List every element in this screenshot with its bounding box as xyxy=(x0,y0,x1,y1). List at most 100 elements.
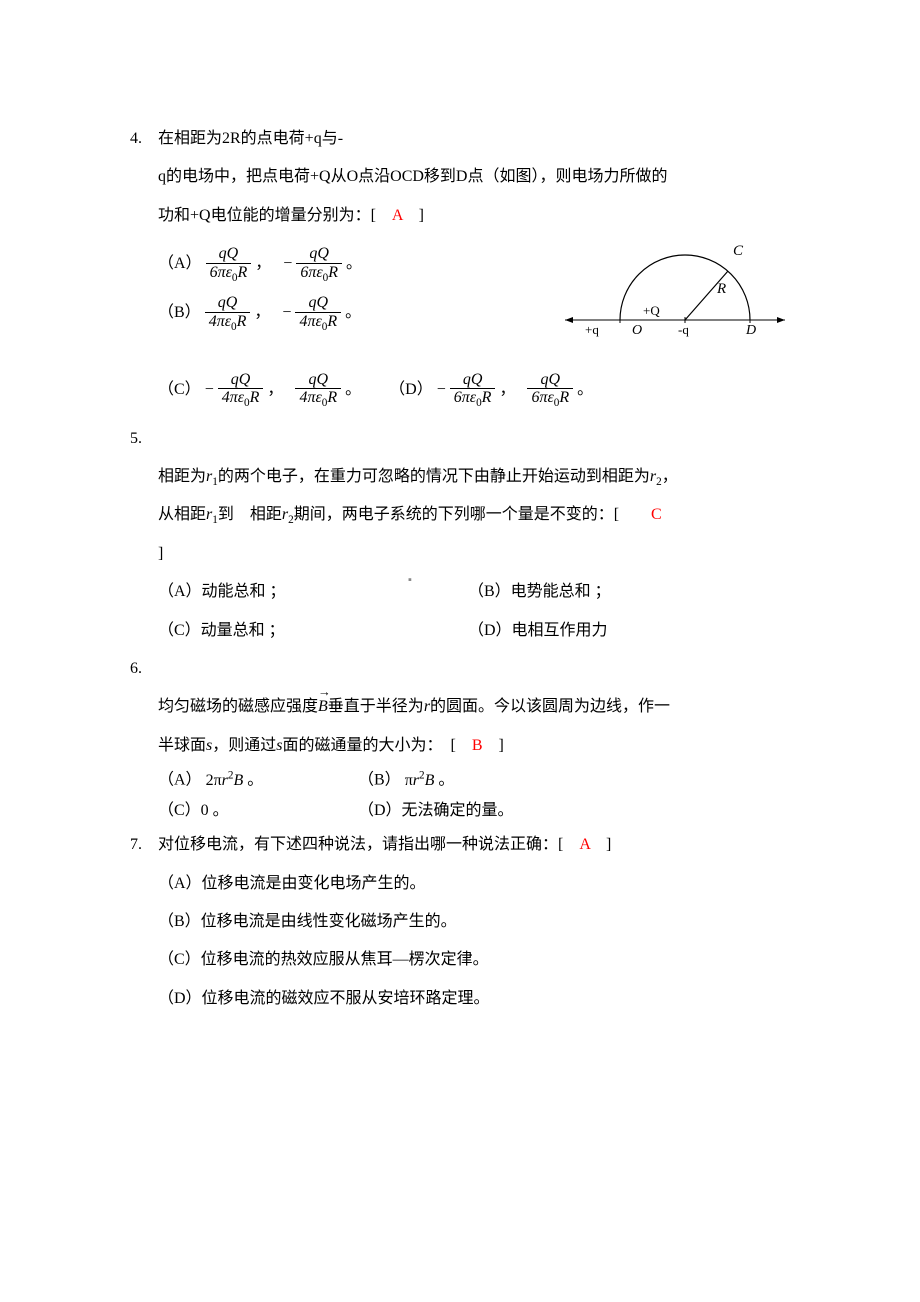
t: 相距为 xyxy=(158,468,206,485)
question-7: 7. 对位移电流，有下述四种说法，请指出哪一种说法正确：[ A ] xyxy=(130,826,790,864)
comma: ， xyxy=(499,381,515,398)
comma: ， xyxy=(255,255,271,272)
q4-diagram-svg: C R +Q +q O -q D xyxy=(560,235,790,345)
q4-optA-label: （A） xyxy=(158,255,202,272)
frac-den: 6πε xyxy=(210,264,232,281)
neg: − xyxy=(283,255,292,272)
q5-opts-row1: （A）动能总和 ； （B）电势能总和 ； ▪ xyxy=(158,573,790,611)
q5-optB: （B）电势能总和 ； xyxy=(468,573,611,611)
f: B xyxy=(233,772,243,789)
diagram-label-minusq: -q xyxy=(678,322,689,337)
q5-body: 相距为r1的两个电子，在重力可忽略的情况下由静止开始运动到相距为r2， 从相距r… xyxy=(130,458,790,650)
period: 。 xyxy=(247,772,263,789)
q4-line2a: q的电场中，把点电荷+Q从O点沿OCD移到D点（如图），则电场力所做的 xyxy=(158,168,667,185)
q6-optD: （D）无法确定的量。 xyxy=(358,796,514,826)
diagram-label-O: O xyxy=(632,323,642,338)
frac-den: 4πε xyxy=(222,389,244,406)
q5-optA: （A）动能总和 ； xyxy=(158,573,468,611)
t: 从相距 xyxy=(158,506,206,523)
q4-optC-label: （C） xyxy=(158,381,201,398)
q6-opts-row1: （A） 2πr2B 。 （B） πr2B 。 xyxy=(158,765,790,796)
q6-optC: （C）0 。 xyxy=(158,796,358,826)
period: 。 xyxy=(345,381,361,398)
q4-body: 在相距为2R的点电荷+q与- xyxy=(158,120,790,158)
f: B xyxy=(425,772,435,789)
q4-diagram: C R +Q +q O -q D xyxy=(560,235,790,360)
q5-answer: C xyxy=(651,506,662,523)
frac-num: qQ xyxy=(541,371,561,388)
t: 垂直于半径为 xyxy=(328,698,424,715)
q7-number: 7. xyxy=(130,826,158,864)
frac-num: qQ xyxy=(231,371,251,388)
B: B xyxy=(318,698,328,715)
frac-num: qQ xyxy=(309,371,329,388)
t: 的两个电子，在重力可忽略的情况下由静止开始运动到相距为 xyxy=(218,468,650,485)
frac-R: R xyxy=(328,264,338,281)
q5-line3: ] xyxy=(158,535,790,573)
q4-answer: A xyxy=(392,207,403,224)
t: 期间，两电子系统的下列哪一个量是不变的：[ xyxy=(294,506,651,523)
frac-den: 6πε xyxy=(531,389,553,406)
diagram-label-R: R xyxy=(716,281,726,297)
frac-R: R xyxy=(250,389,260,406)
q4-optC-frac1: qQ 4πε0R xyxy=(218,371,264,410)
comma: ， xyxy=(254,304,270,321)
t: ， xyxy=(662,468,678,485)
neg: − xyxy=(205,381,214,398)
q4-line2c: ] xyxy=(403,207,424,224)
q5-number: 5. xyxy=(130,420,158,458)
period: 。 xyxy=(577,381,593,398)
q7-opts: （A）位移电流是由变化电场产生的。 （B）位移电流是由线性变化磁场产生的。 （C… xyxy=(130,865,790,1019)
q6-line2: 半球面s，则通过s面的磁通量的大小为： [ B ] xyxy=(158,727,790,765)
t: 半球面 xyxy=(158,737,206,754)
q6-answer: B xyxy=(472,737,483,754)
q4-text: q的电场中，把点电荷+Q从O点沿OCD移到D点（如图），则电场力所做的 xyxy=(158,158,790,196)
q4-optCD: （C） − qQ 4πε0R ， qQ 4πε0R 。 （D） − qQ 6πε… xyxy=(158,371,790,410)
page-content: 4. 在相距为2R的点电荷+q与- q的电场中，把点电荷+Q从O点沿OCD移到D… xyxy=(0,0,920,1098)
q5-line1: 相距为r1的两个电子，在重力可忽略的情况下由静止开始运动到相距为r2， xyxy=(158,458,790,496)
frac-den: 4πε xyxy=(299,389,321,406)
period: 。 xyxy=(438,772,454,789)
q6-line1: 均匀磁场的磁感应强度B垂直于半径为r的圆面。今以该圆周为边线，作一 xyxy=(158,688,790,726)
frac-den: 6πε xyxy=(454,389,476,406)
q4-optA-frac2: qQ 6πε0R xyxy=(296,245,342,284)
question-4: 4. 在相距为2R的点电荷+q与- xyxy=(130,120,790,158)
question-6: 6. xyxy=(130,650,790,688)
label: （B） xyxy=(358,772,401,789)
q4-line2b: 功和+Q电位能的增量分别为：[ xyxy=(158,207,392,224)
frac-R: R xyxy=(327,313,337,330)
diagram-label-plusq: +q xyxy=(585,322,599,337)
period: 。 xyxy=(345,304,361,321)
q4-optB-frac2: qQ 4πε0R xyxy=(295,294,341,333)
frac-R: R xyxy=(559,389,569,406)
t: 面的磁通量的大小为： [ xyxy=(283,737,472,754)
frac-num: qQ xyxy=(218,294,238,311)
q4-cont: q的电场中，把点电荷+Q从O点沿OCD移到D点（如图），则电场力所做的 功和+Q… xyxy=(130,158,790,409)
q7-stem: 对位移电流，有下述四种说法，请指出哪一种说法正确：[ A ] xyxy=(158,826,790,864)
frac-num: qQ xyxy=(463,371,483,388)
q4-number: 4. xyxy=(130,120,158,158)
t: ，则通过 xyxy=(212,737,276,754)
q5-optC: （C）动量总和 ； xyxy=(158,612,468,650)
q6-number: 6. xyxy=(130,650,158,688)
diagram-label-C: C xyxy=(733,243,744,259)
frac-num: qQ xyxy=(309,245,329,262)
frac-num: qQ xyxy=(309,294,329,311)
frac-R: R xyxy=(327,389,337,406)
frac-R: R xyxy=(237,313,247,330)
neg: − xyxy=(437,381,446,398)
q4-optD-frac1: qQ 6πε0R xyxy=(450,371,496,410)
label: （A） xyxy=(158,772,202,789)
frac-den: 4πε xyxy=(209,313,231,330)
frac-R: R xyxy=(237,264,247,281)
frac-den: 6πε xyxy=(300,264,322,281)
t: ] xyxy=(483,737,504,754)
q4-optB-frac1: qQ 4πε0R xyxy=(205,294,251,333)
q4-optB-label: （B） xyxy=(158,304,201,321)
q6-body: 均匀磁场的磁感应强度B垂直于半径为r的圆面。今以该圆周为边线，作一 半球面s，则… xyxy=(130,688,790,826)
q4-text2: 功和+Q电位能的增量分别为：[ A ] xyxy=(158,197,790,235)
q7-optC: （C）位移电流的热效应服从焦耳—楞次定律。 xyxy=(158,941,790,979)
diagram-label-D: D xyxy=(745,323,756,338)
t: 对位移电流，有下述四种说法，请指出哪一种说法正确：[ xyxy=(158,836,579,853)
q5-line2: 从相距r1到 相距r2期间，两电子系统的下列哪一个量是不变的：[ C xyxy=(158,496,790,534)
